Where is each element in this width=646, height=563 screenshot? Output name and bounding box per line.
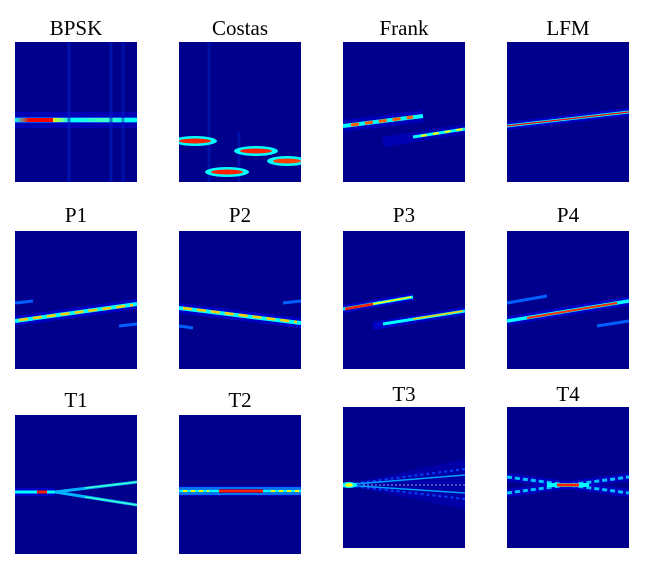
panel-t2: T2 [179, 388, 301, 554]
panel-frank: Frank [343, 18, 465, 182]
panel-title: LFM [546, 16, 590, 40]
panel-title: P4 [556, 203, 580, 227]
panel-title: T4 [556, 382, 580, 406]
panel-t1: T1 [15, 388, 137, 554]
time-frequency-image [15, 42, 137, 182]
panel-t4: T4 [507, 384, 629, 548]
panel-title: Costas [211, 16, 268, 40]
time-frequency-image [343, 42, 465, 182]
panel-title: P2 [228, 203, 252, 227]
time-frequency-image [15, 415, 137, 554]
panel-title: BPSK [49, 16, 103, 40]
panel-p2: P2 [179, 205, 301, 369]
panel-title: P3 [392, 203, 416, 227]
time-frequency-image [179, 42, 301, 182]
panel-costas: Costas [179, 18, 301, 182]
time-frequency-image [15, 231, 137, 369]
panel-p1: P1 [15, 205, 137, 369]
time-frequency-image [507, 407, 629, 548]
time-frequency-image [343, 407, 465, 548]
panel-p4: P4 [507, 205, 629, 369]
panel-title: T2 [228, 388, 252, 412]
time-frequency-image [507, 42, 629, 182]
time-frequency-image [507, 231, 629, 369]
panel-title: Frank [379, 16, 429, 40]
time-frequency-image [179, 415, 301, 554]
time-frequency-image [343, 231, 465, 369]
panel-title: P1 [64, 203, 88, 227]
panel-lfm: LFM [507, 18, 629, 182]
panel-title: T3 [392, 382, 416, 406]
panel-p3: P3 [343, 205, 465, 369]
panel-title: T1 [64, 388, 88, 412]
panel-bpsk: BPSK [15, 18, 137, 182]
panel-t3: T3 [343, 384, 465, 548]
time-frequency-image [179, 231, 301, 369]
